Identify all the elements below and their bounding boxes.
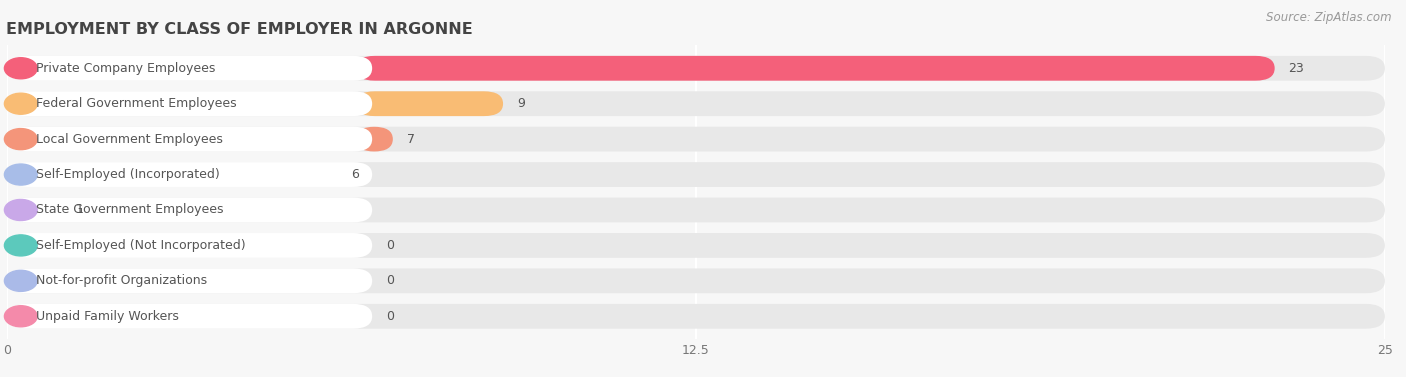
FancyBboxPatch shape	[7, 304, 373, 329]
Text: 0: 0	[387, 310, 394, 323]
FancyBboxPatch shape	[7, 268, 373, 293]
Circle shape	[4, 58, 37, 79]
Circle shape	[4, 164, 37, 185]
FancyBboxPatch shape	[7, 304, 1385, 329]
Text: Self-Employed (Not Incorporated): Self-Employed (Not Incorporated)	[35, 239, 245, 252]
Text: Source: ZipAtlas.com: Source: ZipAtlas.com	[1267, 11, 1392, 24]
FancyBboxPatch shape	[7, 162, 373, 187]
Text: 1: 1	[76, 204, 84, 216]
Text: Local Government Employees: Local Government Employees	[35, 133, 222, 146]
FancyBboxPatch shape	[7, 91, 1385, 116]
FancyBboxPatch shape	[356, 91, 503, 116]
FancyBboxPatch shape	[7, 56, 373, 81]
Circle shape	[4, 306, 37, 327]
Text: Self-Employed (Incorporated): Self-Employed (Incorporated)	[35, 168, 219, 181]
Text: 9: 9	[517, 97, 524, 110]
Text: 7: 7	[406, 133, 415, 146]
Text: 23: 23	[1288, 62, 1305, 75]
Circle shape	[4, 235, 37, 256]
Text: Federal Government Employees: Federal Government Employees	[35, 97, 236, 110]
FancyBboxPatch shape	[7, 91, 373, 116]
FancyBboxPatch shape	[7, 56, 1385, 81]
FancyBboxPatch shape	[7, 127, 373, 152]
Text: Unpaid Family Workers: Unpaid Family Workers	[35, 310, 179, 323]
Circle shape	[4, 129, 37, 150]
FancyBboxPatch shape	[7, 268, 1385, 293]
Text: 6: 6	[352, 168, 360, 181]
Circle shape	[4, 199, 37, 221]
FancyBboxPatch shape	[356, 127, 392, 152]
FancyBboxPatch shape	[7, 198, 1385, 222]
Text: EMPLOYMENT BY CLASS OF EMPLOYER IN ARGONNE: EMPLOYMENT BY CLASS OF EMPLOYER IN ARGON…	[6, 22, 472, 37]
FancyBboxPatch shape	[7, 162, 1385, 187]
Text: State Government Employees: State Government Employees	[35, 204, 224, 216]
Text: 0: 0	[387, 274, 394, 287]
Text: 0: 0	[387, 239, 394, 252]
Circle shape	[4, 93, 37, 114]
FancyBboxPatch shape	[7, 198, 373, 222]
Text: Private Company Employees: Private Company Employees	[35, 62, 215, 75]
Text: Not-for-profit Organizations: Not-for-profit Organizations	[35, 274, 207, 287]
FancyBboxPatch shape	[7, 233, 373, 258]
FancyBboxPatch shape	[356, 56, 1275, 81]
Circle shape	[4, 270, 37, 291]
FancyBboxPatch shape	[7, 127, 1385, 152]
FancyBboxPatch shape	[7, 233, 1385, 258]
